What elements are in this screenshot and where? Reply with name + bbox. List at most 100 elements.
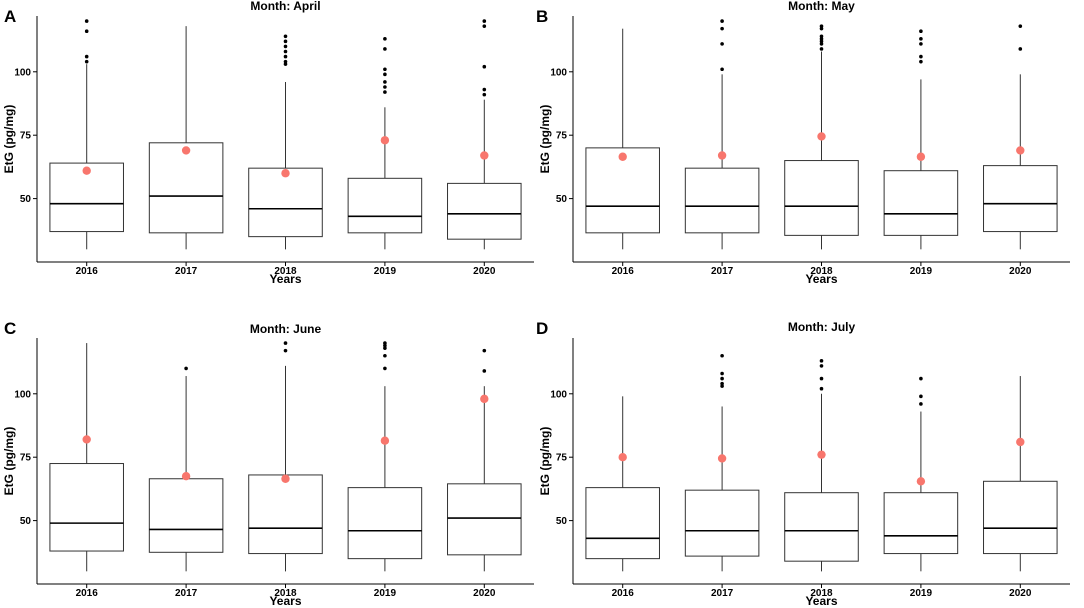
outlier-point (383, 80, 387, 84)
panel-label: C (4, 319, 16, 338)
outlier-point (482, 87, 487, 92)
outlier-point (1018, 24, 1023, 28)
box-group-2019 (347, 37, 423, 250)
chart-title: Month: April (250, 0, 320, 13)
box-group-2017 (684, 19, 760, 250)
outlier-point (383, 341, 387, 345)
mean-point (717, 151, 727, 160)
y-tick-label: 75 (556, 131, 568, 142)
outlier-point (184, 366, 188, 371)
box-group-2020 (983, 376, 1058, 572)
iqr-box (447, 182, 522, 240)
outlier-point (720, 353, 724, 358)
box-group-2019 (883, 29, 959, 250)
outlier-point (383, 346, 387, 350)
outlier-point (383, 67, 387, 72)
panel-d: D Month: July 50 75 100 EtG (pg/mg) 2016 2017 20… (536, 319, 1070, 608)
x-tick-label: 2017 (711, 588, 734, 599)
outlier-point (482, 92, 487, 97)
x-tick-label: 2020 (473, 588, 496, 599)
iqr-box (684, 167, 760, 234)
mean-point (480, 151, 489, 160)
x-tick-label: 2019 (374, 266, 397, 277)
x-tick-label: 2019 (910, 266, 933, 277)
panel-label: A (4, 7, 16, 26)
iqr-box (248, 474, 323, 555)
box-group-2017 (684, 353, 760, 572)
outlier-point (283, 39, 288, 44)
mean-point (817, 450, 826, 459)
iqr-box (447, 483, 522, 556)
x-tick-label: 2020 (1009, 588, 1032, 599)
outlier-point (720, 384, 724, 388)
outlier-point (819, 359, 824, 363)
box-group-2019 (883, 376, 959, 572)
iqr-box (148, 142, 224, 234)
outlier-point (383, 90, 387, 94)
outlier-point (720, 19, 724, 23)
outlier-point (283, 62, 288, 66)
outlier-point (383, 85, 387, 89)
chart-title: Month: June (250, 322, 322, 336)
outlier-point (720, 26, 724, 31)
mean-point (916, 477, 926, 486)
box-group-2017 (148, 26, 224, 250)
outlier-point (819, 364, 824, 368)
y-tick-label: 100 (14, 67, 31, 78)
outlier-point (84, 54, 89, 59)
x-axis-label: Years (805, 594, 837, 608)
panel-c: C Month: June 50 75 100 EtG (pg/mg) 2016 2017 20… (2, 319, 534, 608)
outlier-point (482, 348, 487, 353)
outlier-point (482, 19, 487, 23)
x-tick-label: 2018 (274, 266, 297, 277)
box-group-2018 (784, 359, 859, 572)
x-tick-label: 2018 (810, 588, 833, 599)
outlier-point (383, 37, 387, 41)
outlier-point (819, 39, 824, 44)
iqr-box (148, 478, 224, 553)
outlier-point (283, 341, 288, 345)
mean-point (618, 452, 627, 462)
outlier-point (84, 29, 89, 34)
x-tick-label: 2020 (1009, 266, 1032, 277)
panel-label: D (536, 319, 548, 338)
outlier-point (283, 348, 288, 353)
x-tick-label: 2017 (175, 266, 198, 277)
mean-point (717, 454, 727, 463)
iqr-box (883, 170, 959, 236)
box-group-2016 (585, 28, 660, 250)
box-group-2017 (148, 366, 224, 572)
mean-point (380, 136, 390, 145)
outlier-point (283, 49, 288, 54)
outlier-point (819, 42, 824, 46)
mean-point (281, 474, 290, 483)
outlier-point (819, 37, 824, 41)
outlier-point (819, 26, 824, 31)
mean-point (181, 472, 191, 481)
outlier-point (919, 29, 923, 34)
iqr-box (248, 167, 323, 238)
x-tick-label: 2017 (175, 588, 198, 599)
y-tick-label: 75 (20, 131, 32, 142)
x-tick-label: 2018 (274, 588, 297, 599)
outlier-point (919, 54, 923, 59)
iqr-box (784, 160, 859, 236)
x-tick-label: 2016 (612, 588, 635, 599)
box-group-2020 (983, 24, 1058, 250)
box-group-2016 (49, 19, 124, 250)
x-tick-label: 2017 (711, 266, 734, 277)
y-tick-label: 100 (550, 67, 567, 78)
iqr-box (585, 147, 660, 234)
iqr-box (585, 487, 660, 560)
mean-point (916, 152, 926, 161)
box-group-2020 (447, 19, 522, 250)
outlier-point (482, 369, 487, 373)
mean-point (1016, 437, 1025, 447)
outlier-point (819, 34, 824, 39)
mean-point (817, 132, 826, 141)
outlier-point (383, 47, 387, 51)
box-group-2016 (585, 396, 660, 572)
mean-point (1016, 146, 1025, 155)
y-tick-label: 50 (20, 516, 32, 527)
